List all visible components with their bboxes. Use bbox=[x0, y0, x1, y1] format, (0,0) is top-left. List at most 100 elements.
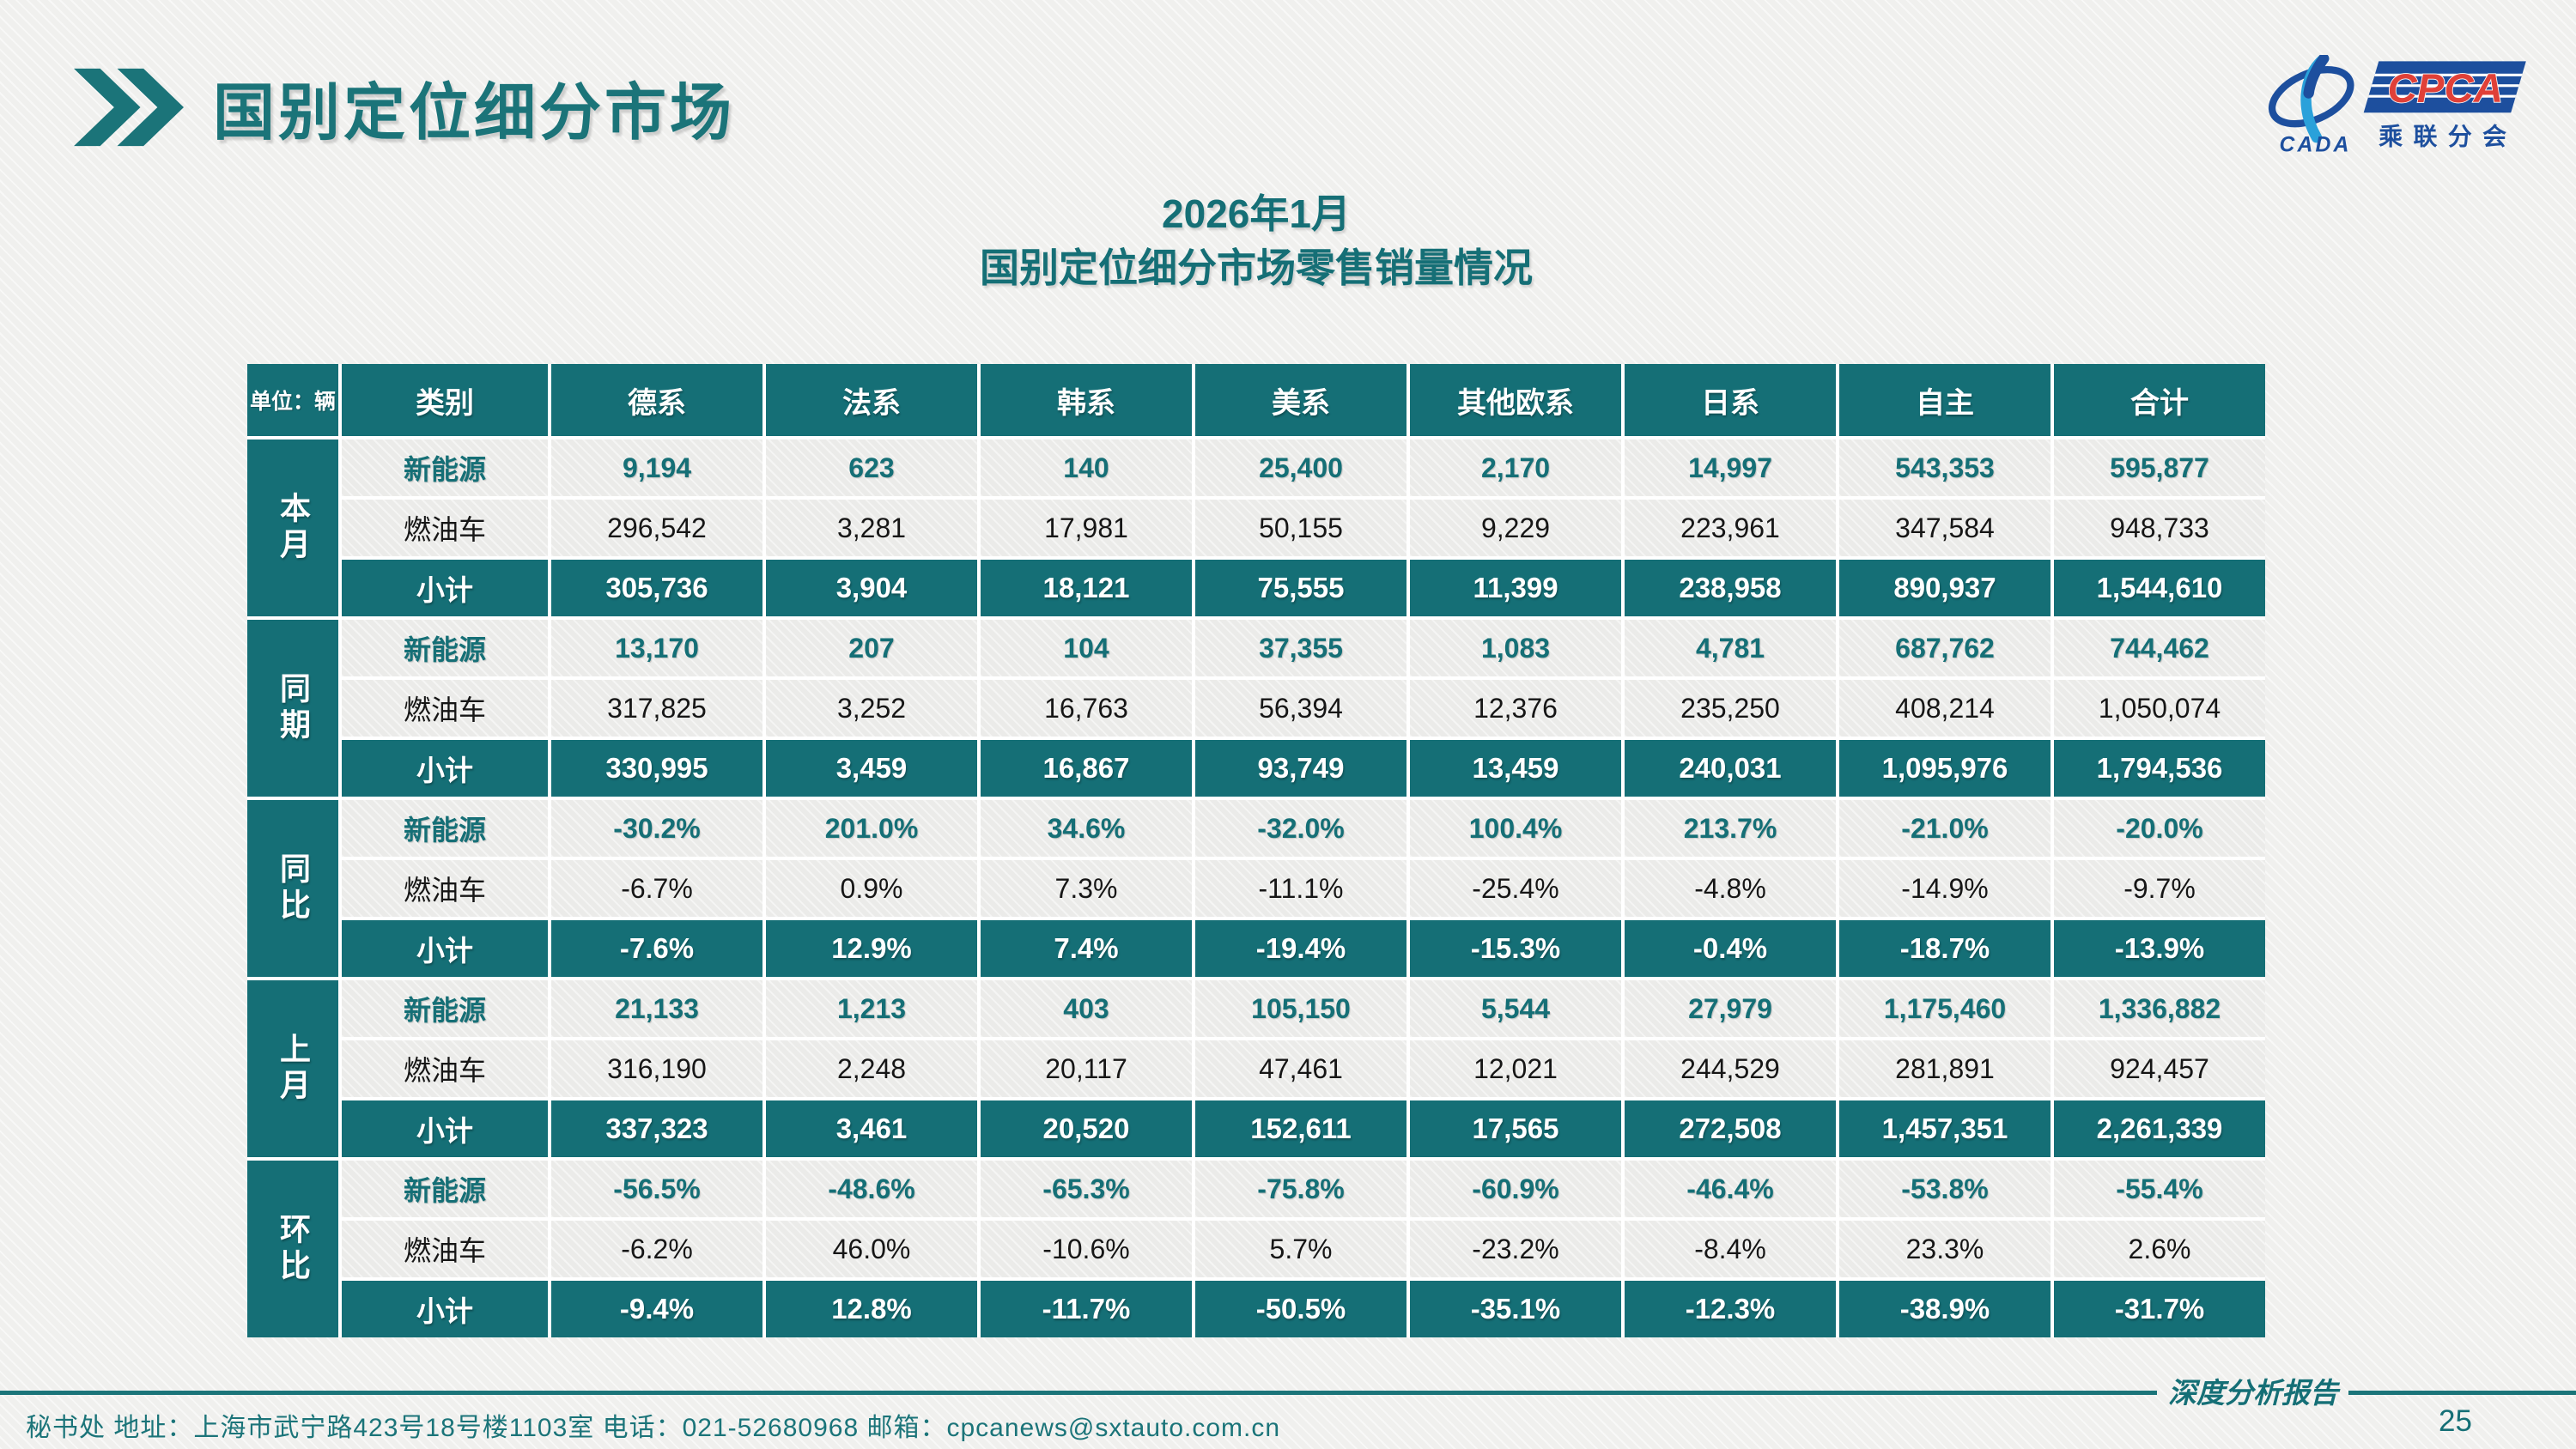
table-title-line1: 2026年1月 bbox=[1162, 191, 1351, 236]
table-cell: 213.7% bbox=[1625, 800, 1836, 857]
col-header-german: 德系 bbox=[551, 364, 762, 436]
table-cell: 330,995 bbox=[551, 740, 762, 797]
table-cell: 13,170 bbox=[551, 620, 762, 676]
table-cell: 20,117 bbox=[981, 1040, 1192, 1097]
table-cell: 238,958 bbox=[1625, 560, 1836, 616]
table-cell: 2,261,339 bbox=[2054, 1100, 2265, 1157]
group-label-same-period: 同期 bbox=[247, 620, 338, 797]
table-cell: 14,997 bbox=[1625, 440, 1836, 496]
row-label: 小计 bbox=[342, 560, 548, 616]
table-cell: -8.4% bbox=[1625, 1221, 1836, 1277]
table-cell: -53.8% bbox=[1839, 1161, 2050, 1217]
table-cell: 12.8% bbox=[766, 1281, 977, 1337]
table-cell: 543,353 bbox=[1839, 440, 2050, 496]
table-cell: -38.9% bbox=[1839, 1281, 2050, 1337]
table-cell: 20,520 bbox=[981, 1100, 1192, 1157]
row-label: 小计 bbox=[342, 1100, 548, 1157]
table-cell: 408,214 bbox=[1839, 680, 2050, 737]
table-cell: -4.8% bbox=[1625, 860, 1836, 917]
header: 国别定位细分市场 bbox=[74, 62, 735, 152]
table-cell: 12,376 bbox=[1410, 680, 1621, 737]
col-header-total: 合计 bbox=[2054, 364, 2265, 436]
table-cell: 623 bbox=[766, 440, 977, 496]
table-cell: 687,762 bbox=[1839, 620, 2050, 676]
row-label: 燃油车 bbox=[342, 500, 548, 556]
table-cell: 235,250 bbox=[1625, 680, 1836, 737]
table-cell: -46.4% bbox=[1625, 1161, 1836, 1217]
table-cell: 18,121 bbox=[981, 560, 1192, 616]
table-cell: 93,749 bbox=[1195, 740, 1406, 797]
table-cell: -31.7% bbox=[2054, 1281, 2265, 1337]
row-label: 新能源 bbox=[342, 800, 548, 857]
table-cell: -65.3% bbox=[981, 1161, 1192, 1217]
col-header-category: 类别 bbox=[342, 364, 548, 436]
table-cell: 1,213 bbox=[766, 980, 977, 1037]
table-cell: -6.7% bbox=[551, 860, 762, 917]
row-label: 小计 bbox=[342, 1281, 548, 1337]
table-title: 2026年1月 国别定位细分市场零售销量情况 bbox=[247, 187, 2265, 296]
row-label: 新能源 bbox=[342, 980, 548, 1037]
table-cell: -56.5% bbox=[551, 1161, 762, 1217]
table-cell: 1,050,074 bbox=[2054, 680, 2265, 737]
table-cell: -19.4% bbox=[1195, 920, 1406, 977]
table-cell: 3,281 bbox=[766, 500, 977, 556]
table-cell: -60.9% bbox=[1410, 1161, 1621, 1217]
row-label: 燃油车 bbox=[342, 680, 548, 737]
table-cell: 12.9% bbox=[766, 920, 977, 977]
table-cell: 4,781 bbox=[1625, 620, 1836, 676]
table-cell: 5,544 bbox=[1410, 980, 1621, 1037]
table-cell: 17,565 bbox=[1410, 1100, 1621, 1157]
col-header-french: 法系 bbox=[766, 364, 977, 436]
row-label: 燃油车 bbox=[342, 860, 548, 917]
table-cell: 9,229 bbox=[1410, 500, 1621, 556]
table-cell: -18.7% bbox=[1839, 920, 2050, 977]
table-cell: 1,336,882 bbox=[2054, 980, 2265, 1037]
row-label: 新能源 bbox=[342, 440, 548, 496]
col-header-korean: 韩系 bbox=[981, 364, 1192, 436]
table-cell: 3,461 bbox=[766, 1100, 977, 1157]
row-label: 小计 bbox=[342, 740, 548, 797]
table-cell: 21,133 bbox=[551, 980, 762, 1037]
table-cell: -75.8% bbox=[1195, 1161, 1406, 1217]
table-cell: 17,981 bbox=[981, 500, 1192, 556]
report-type-label: 深度分析报告 bbox=[2168, 1376, 2338, 1410]
table-cell: 1,175,460 bbox=[1839, 980, 2050, 1037]
table-cell: 47,461 bbox=[1195, 1040, 1406, 1097]
table-cell: 23.3% bbox=[1839, 1221, 2050, 1277]
table-cell: 5.7% bbox=[1195, 1221, 1406, 1277]
table-cell: -12.3% bbox=[1625, 1281, 1836, 1337]
table-cell: -7.6% bbox=[551, 920, 762, 977]
table-cell: 316,190 bbox=[551, 1040, 762, 1097]
row-label: 小计 bbox=[342, 920, 548, 977]
table-cell: 948,733 bbox=[2054, 500, 2265, 556]
cada-label: CADA bbox=[2280, 134, 2352, 156]
table-cell: 100.4% bbox=[1410, 800, 1621, 857]
table-cell: -11.1% bbox=[1195, 860, 1406, 917]
table-cell: 924,457 bbox=[2054, 1040, 2265, 1097]
table-cell: 201.0% bbox=[766, 800, 977, 857]
table-cell: 281,891 bbox=[1839, 1040, 2050, 1097]
table-cell: 140 bbox=[981, 440, 1192, 496]
table-cell: 1,544,610 bbox=[2054, 560, 2265, 616]
table-cell: 744,462 bbox=[2054, 620, 2265, 676]
table-cell: 403 bbox=[981, 980, 1192, 1037]
table-cell: 317,825 bbox=[551, 680, 762, 737]
table-cell: 0.9% bbox=[766, 860, 977, 917]
group-label-this-month: 本月 bbox=[247, 440, 338, 616]
table-cell: 105,150 bbox=[1195, 980, 1406, 1037]
table-cell: -25.4% bbox=[1410, 860, 1621, 917]
double-chevron-icon bbox=[74, 68, 184, 146]
table-cell: -32.0% bbox=[1195, 800, 1406, 857]
table-cell: 56,394 bbox=[1195, 680, 1406, 737]
table-cell: -23.2% bbox=[1410, 1221, 1621, 1277]
table-cell: 37,355 bbox=[1195, 620, 1406, 676]
table-cell: -6.2% bbox=[551, 1221, 762, 1277]
table-cell: 337,323 bbox=[551, 1100, 762, 1157]
group-label-yoy: 同比 bbox=[247, 800, 338, 977]
table-cell: 1,457,351 bbox=[1839, 1100, 2050, 1157]
table-cell: 1,083 bbox=[1410, 620, 1621, 676]
table-cell: -35.1% bbox=[1410, 1281, 1621, 1337]
table-cell: 50,155 bbox=[1195, 500, 1406, 556]
footer-divider-right bbox=[2348, 1391, 2576, 1395]
